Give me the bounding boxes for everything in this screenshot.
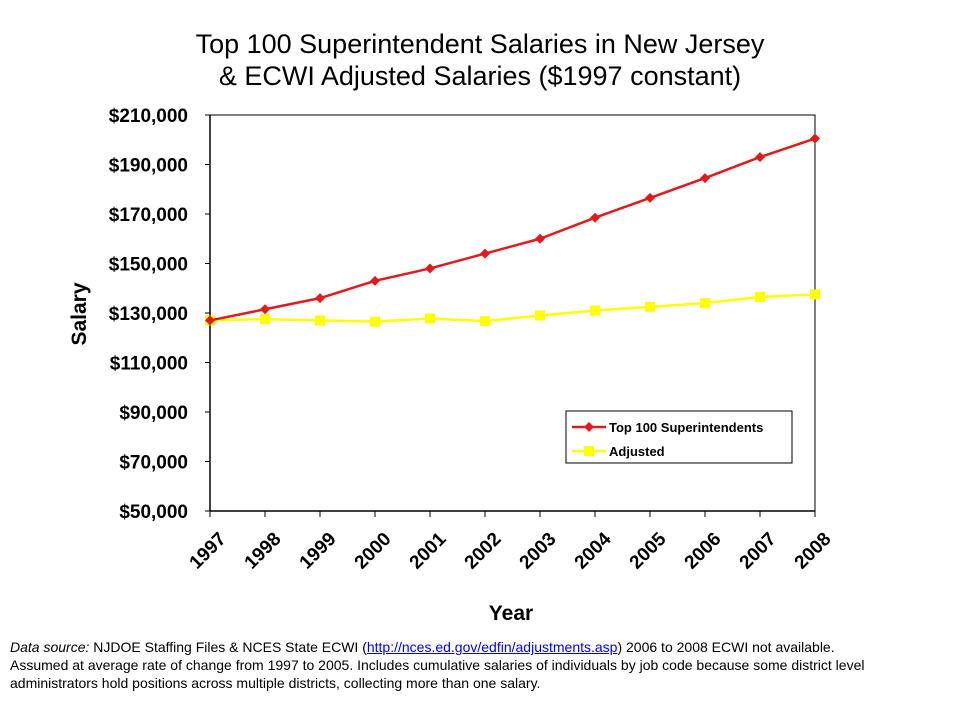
data-point-adjusted [370,316,380,327]
data-point-top100 [480,248,490,259]
source-note: Data source: NJDOE Staffing Files & NCES… [10,638,870,692]
x-tick-label: 2003 [516,529,561,574]
source-note-text-after: ) 2006 to 2008 ECWI not available. Assum… [10,639,865,691]
data-point-top100 [425,263,435,274]
y-tick-label: $130,000 [109,304,188,325]
data-point-adjusted [810,289,820,300]
data-point-adjusted [260,314,270,325]
data-point-top100 [370,275,380,286]
legend-label-top100: Top 100 Superintendents [609,420,763,435]
y-tick-label: $90,000 [119,403,188,424]
x-axis-label: Year [489,602,533,625]
y-tick-label: $150,000 [109,255,188,276]
data-point-top100 [535,233,545,244]
data-point-adjusted [425,313,435,324]
data-point-top100 [755,152,765,163]
data-point-adjusted [590,305,600,316]
x-tick-label: 2004 [571,528,616,573]
y-tick-label: $210,000 [109,106,188,127]
x-tick-label: 2000 [351,529,396,574]
x-tick-label: 2005 [626,528,671,573]
data-point-top100 [260,304,270,315]
x-axis-ticks: 1997 1998 1999 2000 2001 2002 2003 2004 2005 2006… [186,511,836,574]
y-tick-label: $50,000 [119,502,188,523]
legend-marker-adjusted [584,446,594,456]
series-line-adjusted [209,293,816,323]
source-note-prefix: Data source: [10,639,90,655]
legend-label-adjusted: Adjusted [609,444,665,459]
line-chart: $50,000 $70,000 $90,000 $110,000 $130,000 $15… [68,106,836,625]
chart-title: Top 100 Superintendent Salaries in New J… [0,28,960,92]
data-point-top100 [315,293,325,304]
x-tick-label: 2002 [461,529,506,574]
data-point-top100 [205,315,215,326]
data-point-top100 [590,212,600,223]
x-tick-label: 1997 [186,529,231,574]
x-tick-label: 2006 [681,529,726,574]
legend: Top 100 Superintendents Adjusted [565,410,793,464]
x-tick-label: 2001 [406,528,451,573]
data-point-adjusted [700,298,710,309]
legend-box [565,410,793,464]
series-layer [205,133,820,327]
y-tick-label: $110,000 [110,354,188,375]
x-tick-label: 2008 [791,529,836,574]
y-axis-ticks: $50,000 $70,000 $90,000 $110,000 $130,000 $15… [109,106,210,523]
y-tick-label: $190,000 [109,156,188,177]
chart-title-line-1: Top 100 Superintendent Salaries in New J… [195,29,765,59]
data-point-adjusted [755,291,765,302]
data-point-top100 [700,173,710,184]
x-tick-label: 1999 [296,529,341,574]
x-tick-label: 2007 [736,529,781,574]
data-point-adjusted [645,301,655,312]
source-note-text-before: NJDOE Staffing Files & NCES State ECWI ( [89,639,367,655]
source-link[interactable]: http://nces.ed.gov/edfin/adjustments.asp [366,639,618,655]
data-point-adjusted [480,316,490,327]
legend-marker-top100 [584,422,594,432]
data-point-adjusted [315,315,325,326]
y-axis-label: Salary [68,282,91,345]
data-point-top100 [645,192,655,203]
data-point-adjusted [535,310,545,321]
x-tick-label: 1998 [241,529,286,574]
chart-title-line-2: & ECWI Adjusted Salaries ($1997 constant… [218,61,742,91]
data-point-top100 [810,133,820,144]
series-line-top100 [209,137,816,322]
y-tick-label: $70,000 [119,453,188,474]
y-tick-label: $170,000 [109,205,188,226]
